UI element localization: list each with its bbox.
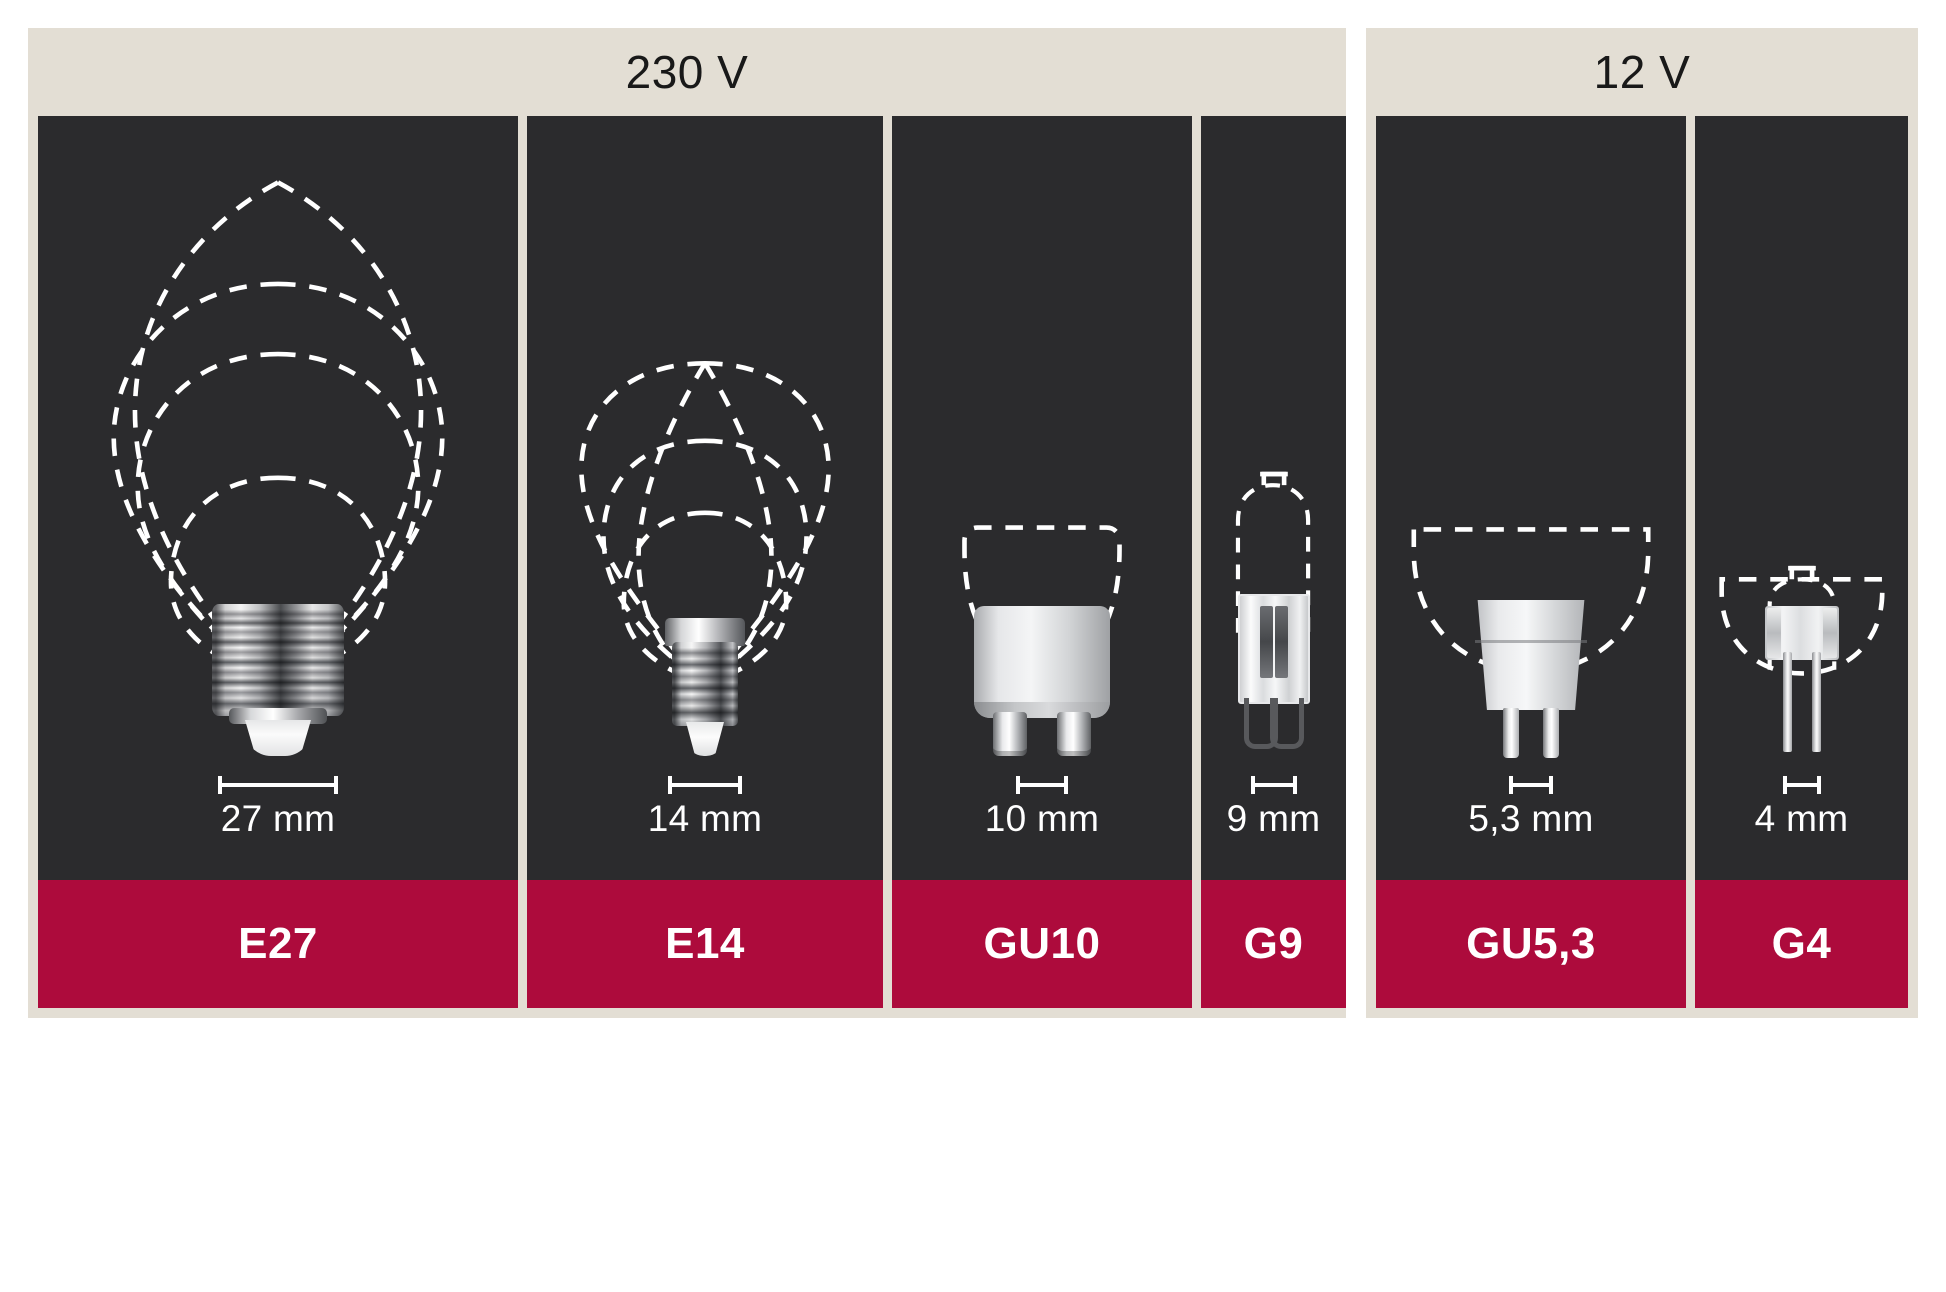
voltage-group-12v: 12 V	[1366, 28, 1918, 1018]
gu10-socket-name: GU10	[892, 880, 1192, 1008]
gu10-pin-left	[993, 712, 1027, 756]
gu53-measurement-label: 5,3 mm	[1468, 798, 1594, 839]
group-title-230v: 230 V	[625, 46, 749, 98]
gu10-measurement: 10 mm	[892, 762, 1192, 880]
socket-column-gu10[interactable]: 10 mm GU10	[892, 116, 1192, 1008]
ruler-bar	[1250, 783, 1297, 787]
gu53-socket-name: GU5,3	[1376, 880, 1686, 1008]
e14-measurement: 14 mm	[527, 762, 883, 880]
socket-column-g9[interactable]: 9 mm G9	[1201, 116, 1346, 1008]
g4-measurement: 4 mm	[1695, 762, 1908, 880]
bulb-g9-icon	[1201, 116, 1346, 762]
e27-ruler	[218, 776, 338, 794]
gu53-body	[1477, 600, 1585, 710]
ruler-tick-right	[1064, 776, 1068, 794]
e14-ruler	[668, 776, 742, 794]
g9-base	[1232, 594, 1316, 754]
bulb-e14-icon	[527, 116, 883, 762]
socket-column-gu53[interactable]: 5,3 mm GU5,3	[1376, 116, 1686, 1008]
e14-collar	[665, 618, 745, 646]
e27-measurement: 27 mm	[38, 762, 518, 880]
e27-thread-texture	[212, 604, 344, 716]
e27-contact-tip	[245, 720, 311, 756]
socket-column-g4[interactable]: 4 mm G4	[1695, 116, 1908, 1008]
e14-metal-base	[665, 618, 745, 756]
ruler-tick-right	[1549, 776, 1553, 794]
e27-measurement-label: 27 mm	[220, 798, 336, 839]
gu53-base	[1451, 600, 1611, 758]
gu10-measurement-label: 10 mm	[984, 798, 1100, 839]
gu10-base	[967, 606, 1117, 756]
ruler-bar	[1509, 783, 1553, 787]
socket-columns-12v: 5,3 mm GU5,3	[1376, 116, 1908, 1008]
ruler-tick-right	[1292, 776, 1297, 794]
g9-pin-right	[1269, 698, 1304, 749]
voltage-group-230v: 230 V	[28, 28, 1346, 1018]
gu53-measurement: 5,3 mm	[1376, 762, 1686, 880]
socket-column-e14[interactable]: 14 mm E14	[527, 116, 883, 1008]
g9-glass-capsule	[1237, 594, 1310, 704]
group-title-12v: 12 V	[1593, 46, 1691, 98]
ruler-tick-right	[334, 776, 338, 794]
ruler-bar	[1016, 783, 1068, 787]
g9-filament-left	[1259, 606, 1273, 678]
gu53-ruler	[1509, 776, 1553, 794]
bulb-g9-illustration	[1201, 116, 1346, 762]
gu53-pin-left	[1503, 708, 1519, 758]
socket-columns-230v: 27 mm E27	[38, 116, 1346, 1008]
bulb-e27-illustration	[38, 116, 518, 762]
ruler-bar	[668, 783, 742, 787]
bulb-gu53-illustration	[1376, 116, 1686, 762]
gu53-pin-right	[1543, 708, 1559, 758]
g4-clip-left	[1766, 608, 1781, 658]
g9-pin-left	[1243, 698, 1278, 749]
e14-thread-texture	[672, 642, 738, 726]
g4-pin-left	[1782, 652, 1792, 752]
gu10-ruler	[1016, 776, 1068, 794]
g4-clip-right	[1822, 608, 1837, 658]
bulb-gu53-icon	[1376, 116, 1686, 762]
bulb-g4-illustration	[1695, 116, 1908, 762]
g9-measurement: 9 mm	[1201, 762, 1346, 880]
ruler-bar	[218, 783, 338, 787]
e14-measurement-label: 14 mm	[647, 798, 763, 839]
g4-measurement-label: 4 mm	[1754, 798, 1849, 839]
bulb-e14-illustration	[527, 116, 883, 762]
e14-socket-name: E14	[527, 880, 883, 1008]
ruler-tick-right	[1816, 776, 1821, 794]
g9-ruler	[1250, 776, 1297, 794]
gu53-body-band	[1475, 640, 1587, 643]
bulb-e27-icon	[38, 116, 518, 762]
e27-socket-name: E27	[38, 880, 518, 1008]
g9-measurement-label: 9 mm	[1226, 798, 1321, 839]
e14-contact-tip	[686, 722, 724, 756]
ruler-bar	[1782, 783, 1821, 787]
ruler-tick-right	[738, 776, 742, 794]
g9-socket-name: G9	[1201, 880, 1346, 1008]
gu10-body	[974, 606, 1110, 718]
gu10-pin-right	[1057, 712, 1091, 756]
bulb-gu10-illustration	[892, 116, 1192, 762]
g9-filament-right	[1274, 606, 1288, 678]
g4-ruler	[1782, 776, 1821, 794]
g4-base	[1743, 606, 1861, 756]
e27-metal-base	[212, 604, 344, 756]
g4-pin-right	[1811, 652, 1821, 752]
socket-column-e27[interactable]: 27 mm E27	[38, 116, 518, 1008]
g4-socket-name: G4	[1695, 880, 1908, 1008]
